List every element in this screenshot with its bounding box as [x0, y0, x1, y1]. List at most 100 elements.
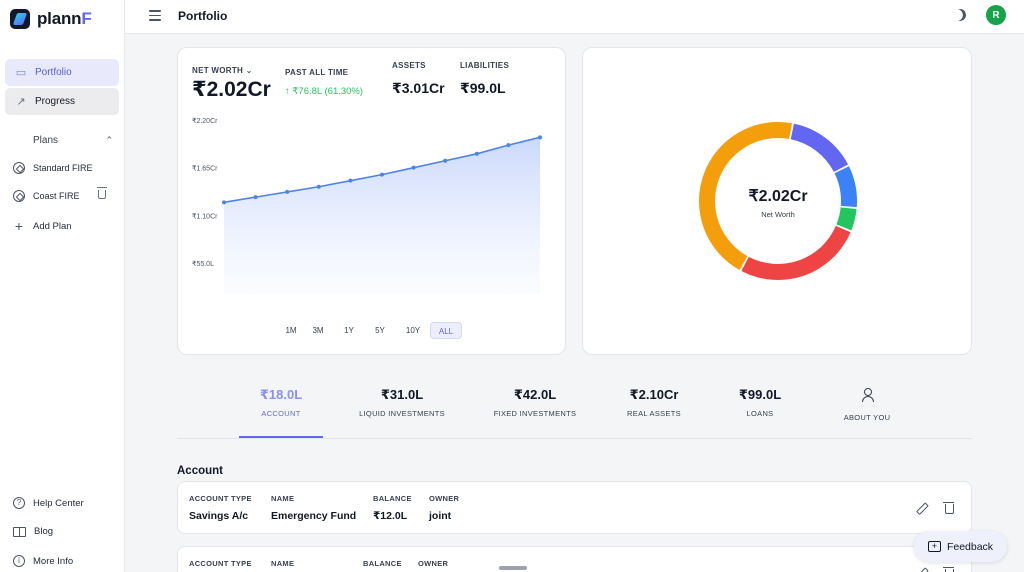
y-tick-label: ₹55.0L — [192, 260, 214, 268]
logo[interactable]: plannF — [10, 9, 92, 29]
tab-about-you[interactable]: ABOUT YOU — [807, 382, 927, 422]
tab-label: ABOUT YOU — [843, 413, 891, 422]
account-name-label: NAME — [271, 494, 295, 503]
time-range-selector: 1M 3M 1Y 5Y 10Y ALL — [280, 322, 462, 339]
tab-value: ₹2.10Cr — [629, 387, 679, 402]
range-button-1y[interactable]: 1Y — [344, 326, 354, 335]
account-name-label: NAME — [271, 559, 295, 568]
trend-icon: ↗ — [16, 95, 26, 108]
compass-icon — [13, 190, 25, 202]
account-type-field: ACCOUNT TYPE — [189, 559, 252, 568]
data-point — [253, 195, 258, 200]
sidebar-plan-standard-fire[interactable]: Standard FIRE — [13, 162, 93, 174]
account-type-label: ACCOUNT TYPE — [189, 494, 252, 503]
net-worth-card: NET WORTH ⌄ ₹2.02Cr PAST ALL TIME ↑ ₹76.… — [177, 47, 566, 355]
active-tab-indicator — [239, 436, 323, 438]
account-name-field: NAME — [271, 559, 294, 568]
range-button-1m[interactable]: 1M — [285, 326, 297, 335]
sidebar-item-progress[interactable]: ↗ Progress — [5, 88, 119, 115]
data-point — [348, 178, 353, 183]
tab-value: ₹99.0L — [738, 387, 782, 402]
sidebar-more-info[interactable]: i More Info — [13, 555, 73, 567]
data-point — [380, 172, 384, 177]
sidebar: plannF ▭ Portfolio ↗ Progress Plans ⌃ St… — [0, 0, 125, 572]
assets-label: ASSETS — [392, 61, 426, 70]
section-title: Account — [177, 465, 223, 477]
account-name-value: Emergency Fund — [271, 510, 357, 522]
logo-text: plannF — [37, 9, 92, 28]
tab-label: REAL ASSETS — [627, 409, 681, 418]
account-owner-label: OWNER — [429, 494, 460, 503]
account-balance-value: ₹12.0L — [373, 510, 408, 522]
delete-plan-trash-icon[interactable] — [97, 187, 107, 199]
range-button-3m[interactable]: 3M — [312, 326, 324, 335]
account-owner-value: joint — [429, 510, 452, 522]
range-button-10y[interactable]: 10Y — [405, 326, 421, 335]
plan-label: Standard FIRE — [33, 163, 93, 173]
donut-slice[interactable] — [741, 225, 851, 280]
tab-label: ACCOUNT — [261, 409, 301, 418]
menu-icon[interactable] — [149, 10, 161, 21]
past-all-time-change: ↑ ₹76.8L (61.30%) — [285, 86, 364, 97]
tab-label: LIQUID INVESTMENTS — [359, 409, 445, 418]
avatar[interactable]: R — [986, 5, 1006, 25]
account-balance-field: BALANCE — [363, 559, 402, 568]
feedback-plus-icon: + — [927, 541, 941, 552]
y-tick-label: ₹2.20Cr — [192, 117, 218, 125]
edit-pencil-icon[interactable] — [916, 568, 926, 572]
tab-real-assets[interactable]: ₹2.10Cr REAL ASSETS — [594, 382, 714, 418]
data-point — [506, 143, 511, 148]
sidebar-blog[interactable]: Blog — [13, 526, 53, 537]
delete-trash-icon[interactable] — [943, 567, 954, 572]
sidebar-item-portfolio[interactable]: ▭ Portfolio — [5, 59, 119, 86]
y-tick-label: ₹1.10Cr — [192, 212, 218, 220]
sidebar-help-center[interactable]: ? Help Center — [13, 497, 84, 509]
data-point — [285, 189, 290, 194]
area-fill — [224, 137, 540, 294]
account-balance-label: BALANCE — [363, 559, 402, 568]
book-icon — [13, 526, 26, 537]
tab-value: ₹31.0L — [380, 387, 424, 402]
sidebar-plan-coast-fire[interactable]: Coast FIRE — [13, 190, 80, 202]
category-tabs: ₹18.0L ACCOUNT ₹31.0L LIQUID INVESTMENTS ₹42… — [177, 382, 972, 439]
tab-account[interactable]: ₹18.0L ACCOUNT — [221, 382, 341, 418]
chevron-up-icon: ⌃ — [105, 135, 113, 145]
logo-icon — [10, 9, 30, 29]
range-button-5y[interactable]: 5Y — [375, 326, 385, 335]
delete-trash-icon[interactable] — [943, 502, 954, 514]
net-worth-area-chart: ₹2.20Cr ₹1.65Cr ₹1.10Cr ₹55.0L — [192, 117, 542, 294]
net-worth-dropdown[interactable]: NET WORTH ⌄ — [192, 66, 253, 75]
info-icon: i — [13, 555, 25, 567]
tab-value: ₹42.0L — [513, 387, 557, 402]
dark-mode-moon-icon[interactable] — [952, 7, 967, 22]
help-icon: ? — [13, 497, 25, 509]
donut-slice[interactable] — [834, 166, 857, 208]
bottom-item-label: Blog — [34, 526, 54, 537]
edit-pencil-icon[interactable] — [916, 503, 926, 513]
add-plan-label: Add Plan — [33, 220, 72, 232]
liabilities-label: LIABILITIES — [460, 61, 510, 70]
top-header: Portfolio R — [125, 0, 1024, 34]
add-plan-button[interactable]: + Add Plan — [13, 218, 72, 234]
plans-label: Plans — [33, 135, 59, 146]
range-button-all[interactable]: ALL — [430, 322, 462, 339]
assets-value: ₹3.01Cr — [392, 80, 445, 96]
feedback-button[interactable]: + Feedback — [914, 531, 1007, 562]
account-owner-field: OWNER — [418, 559, 448, 568]
account-balance-field: BALANCE ₹12.0L — [373, 494, 412, 522]
donut-slice[interactable] — [699, 122, 793, 271]
account-owner-label: OWNER — [418, 559, 449, 568]
scroll-handle[interactable] — [499, 566, 527, 570]
tab-fixed-investments[interactable]: ₹42.0L FIXED INVESTMENTS — [475, 382, 595, 418]
account-row: ACCOUNT TYPE Savings A/c NAME Emergency … — [177, 481, 972, 534]
tab-liquid-investments[interactable]: ₹31.0L LIQUID INVESTMENTS — [342, 382, 462, 418]
donut-slice[interactable] — [790, 123, 849, 172]
donut-center-value: ₹2.02Cr — [748, 188, 807, 205]
user-icon — [861, 388, 874, 402]
tab-loans[interactable]: ₹99.0L LOANS — [700, 382, 820, 418]
plans-section-toggle[interactable]: Plans ⌃ — [33, 135, 113, 146]
donut-slice[interactable] — [836, 207, 857, 231]
net-worth-value: ₹2.02Cr — [192, 78, 271, 101]
data-point — [316, 184, 321, 189]
tab-label: LOANS — [746, 409, 774, 418]
